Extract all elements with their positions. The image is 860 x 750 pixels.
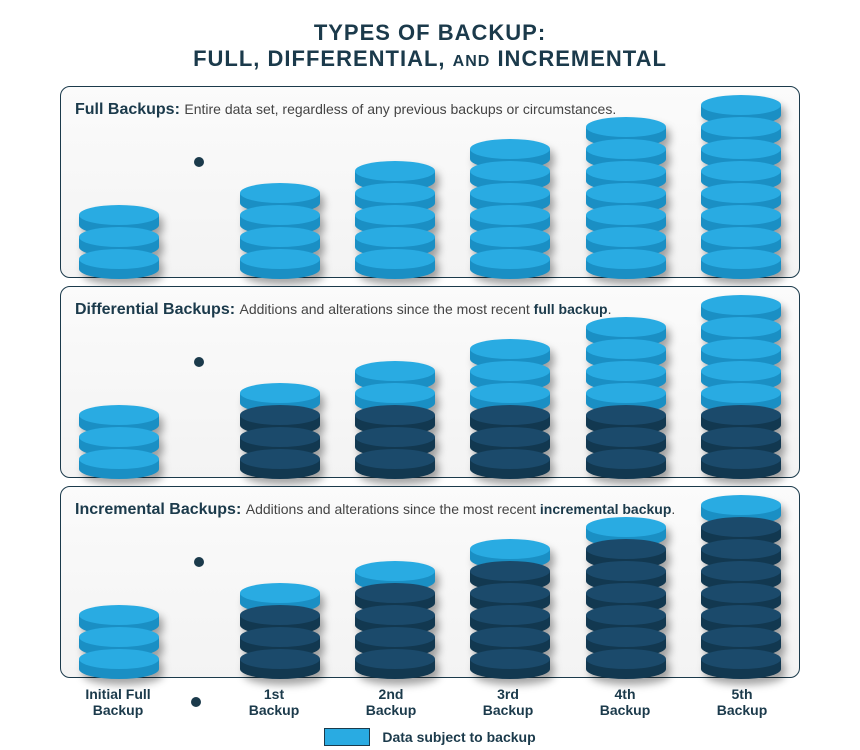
legend-label: Data subject to backup [382,729,535,745]
disc-light [701,485,781,515]
cylinder-stack [355,551,435,669]
cylinder-stack [586,507,666,669]
separator-dot [194,157,204,167]
stack-column [351,151,439,269]
stack-column [75,595,163,669]
stack-column [697,285,785,469]
stack-column [582,107,670,269]
main-title: TYPES OF BACKUP: FULL, DIFFERENTIAL, AND… [60,20,800,72]
x-label: 4thBackup [581,686,669,718]
stack-column [697,485,785,669]
disc-light [240,173,320,203]
cylinder-stack [701,285,781,469]
disc-light [240,373,320,403]
panel-incremental: Incremental Backups: Additions and alter… [60,486,800,678]
stack-column [582,307,670,469]
stack-column [351,351,439,469]
disc-light [240,573,320,603]
separator-dot [194,557,204,567]
x-axis-labels: Initial FullBackup 1stBackup 2ndBackup 3rdB… [60,686,800,718]
cylinder-stack [701,485,781,669]
cylinder-stack [470,129,550,269]
disc-light [355,351,435,381]
cylinder-stack [79,595,159,669]
disc-light [355,151,435,181]
disc-light [470,129,550,159]
cylinder-stack [586,307,666,469]
cylinder-stack [701,85,781,269]
cylinder-stack [355,151,435,269]
stack-column [236,573,324,669]
title-line-1: TYPES OF BACKUP: [60,20,800,46]
cylinder-stack [240,573,320,669]
stacks-row [75,85,785,269]
cylinder-stack [470,529,550,669]
panel-differential: Differential Backups: Additions and alte… [60,286,800,478]
stack-column [75,195,163,269]
cylinder-stack [355,351,435,469]
x-label: 3rdBackup [464,686,552,718]
stack-column [236,373,324,469]
stack-column [75,395,163,469]
disc-light [586,107,666,137]
cylinder-stack [470,329,550,469]
cylinder-stack [79,195,159,269]
x-label: 2ndBackup [347,686,435,718]
disc-light [79,595,159,625]
cylinder-stack [79,395,159,469]
cylinder-stack [240,373,320,469]
title-line-2: FULL, DIFFERENTIAL, AND INCREMENTAL [60,46,800,72]
stack-column [466,129,554,269]
disc-light [470,329,550,359]
stacks-row [75,285,785,469]
x-label: 1stBackup [230,686,318,718]
disc-light [701,285,781,315]
panels-container: Full Backups: Entire data set, regardles… [60,86,800,678]
separator-dot [194,357,204,367]
stack-column [697,85,785,269]
disc-light [470,529,550,559]
separator-dot [191,697,201,707]
disc-light [79,395,159,425]
x-label: 5thBackup [698,686,786,718]
disc-light [701,85,781,115]
stacks-row [75,485,785,669]
stack-column [236,173,324,269]
cylinder-stack [586,107,666,269]
x-label: Initial FullBackup [74,686,162,718]
disc-light [586,507,666,537]
legend: Data subject to backup [60,728,800,746]
stack-column [466,529,554,669]
legend-swatch [324,728,370,746]
panel-full: Full Backups: Entire data set, regardles… [60,86,800,278]
disc-light [79,195,159,225]
stack-column [351,551,439,669]
disc-light [355,551,435,581]
stack-column [582,507,670,669]
cylinder-stack [240,173,320,269]
stack-column [466,329,554,469]
disc-light [586,307,666,337]
